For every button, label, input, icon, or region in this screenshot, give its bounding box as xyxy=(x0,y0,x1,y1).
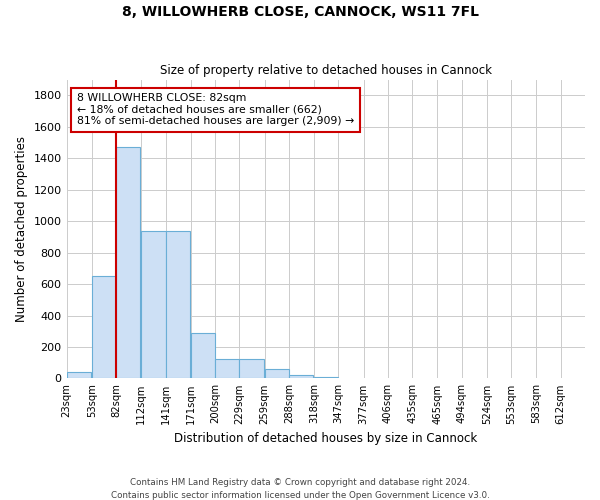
Title: Size of property relative to detached houses in Cannock: Size of property relative to detached ho… xyxy=(160,64,492,77)
Bar xyxy=(289,375,313,378)
X-axis label: Distribution of detached houses by size in Cannock: Distribution of detached houses by size … xyxy=(174,432,478,445)
Bar xyxy=(265,369,289,378)
Bar xyxy=(141,232,166,378)
Bar xyxy=(92,276,116,378)
Bar xyxy=(191,333,215,378)
Bar xyxy=(239,359,263,378)
Bar xyxy=(166,232,190,378)
Y-axis label: Number of detached properties: Number of detached properties xyxy=(15,136,28,322)
Text: 8 WILLOWHERB CLOSE: 82sqm
← 18% of detached houses are smaller (662)
81% of semi: 8 WILLOWHERB CLOSE: 82sqm ← 18% of detac… xyxy=(77,93,354,126)
Text: 8, WILLOWHERB CLOSE, CANNOCK, WS11 7FL: 8, WILLOWHERB CLOSE, CANNOCK, WS11 7FL xyxy=(121,5,479,19)
Text: Contains HM Land Registry data © Crown copyright and database right 2024.
Contai: Contains HM Land Registry data © Crown c… xyxy=(110,478,490,500)
Bar xyxy=(116,147,140,378)
Bar xyxy=(67,372,91,378)
Bar xyxy=(314,377,338,378)
Bar xyxy=(215,359,239,378)
